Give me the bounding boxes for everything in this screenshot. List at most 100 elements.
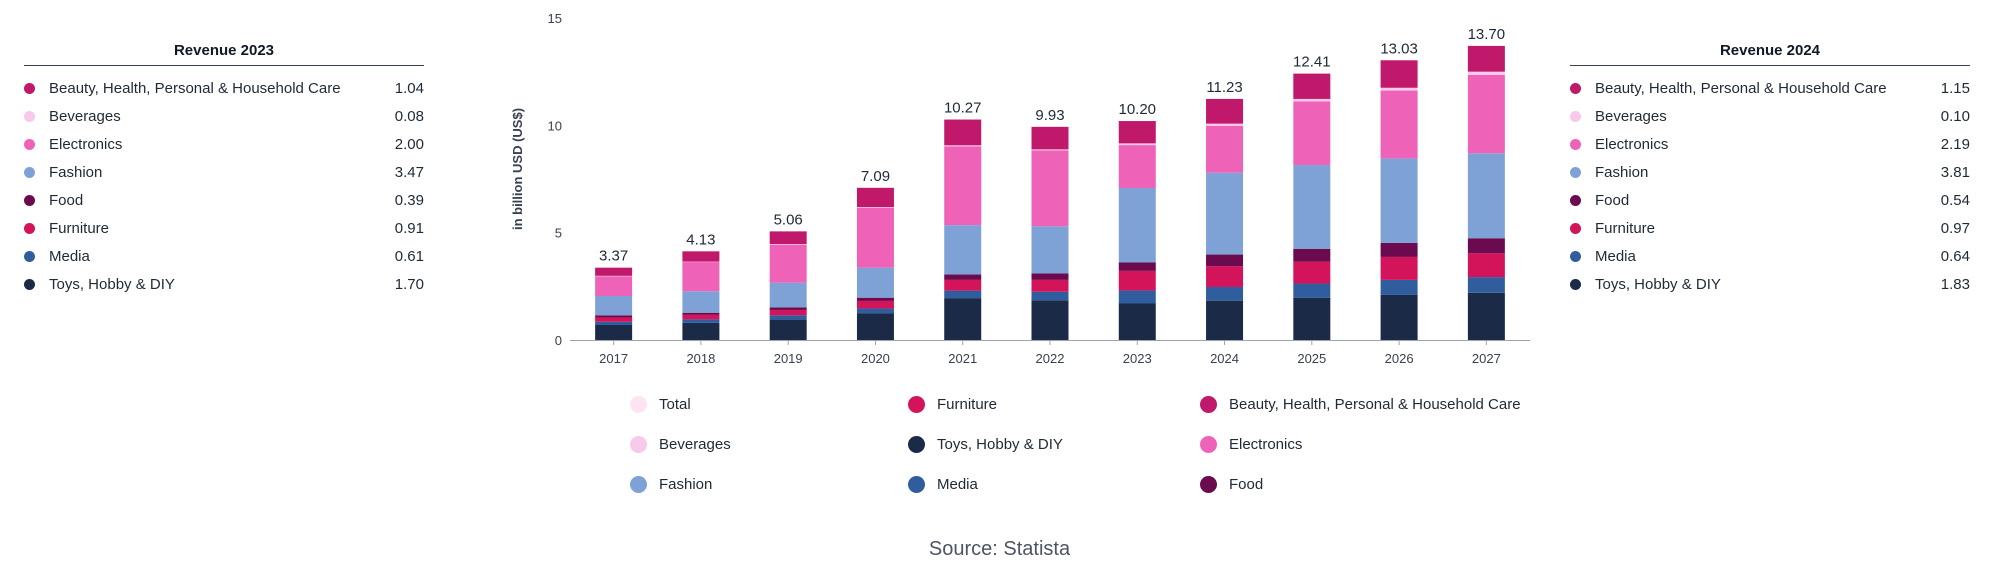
- table-row: Fashion 3.47: [24, 158, 424, 186]
- category-dot-icon: [1570, 278, 1581, 290]
- bar-segment: [856, 300, 894, 309]
- bar-segment: [1118, 262, 1156, 271]
- category-label: Toys, Hobby & DIY: [49, 275, 175, 293]
- category-label: Fashion: [49, 163, 103, 181]
- bar-segment: [595, 315, 633, 318]
- bar-segment: [769, 315, 807, 320]
- category-dot-icon: [1570, 250, 1581, 262]
- table-row: Food 0.39: [24, 186, 424, 214]
- bar-segment: [1031, 226, 1069, 274]
- bar-segment: [1206, 172, 1244, 255]
- legend-label: Food: [1229, 475, 1264, 493]
- bar-segment: [1293, 73, 1331, 99]
- revenue-2023-table: Revenue 2023 Beauty, Health, Personal & …: [24, 42, 424, 298]
- category-value: 0.64: [1940, 247, 1970, 265]
- category-value: 0.54: [1940, 191, 1970, 209]
- category-label: Beverages: [49, 107, 121, 125]
- legend-dot-icon: [630, 435, 647, 453]
- bar-segment: [944, 274, 982, 280]
- legend-item: Furniture: [908, 392, 1200, 416]
- category-label: Media: [49, 247, 90, 265]
- revenue-2024-rows: Beauty, Health, Personal & Household Car…: [1570, 74, 1970, 298]
- bar-segment: [1031, 126, 1069, 150]
- category-dot-icon: [1570, 138, 1581, 150]
- category-dot-icon: [1570, 194, 1581, 206]
- x-tick-label: 2019: [774, 351, 803, 366]
- bar-segment: [1380, 294, 1418, 340]
- bar-segment: [769, 319, 807, 340]
- revenue-2024-table: Revenue 2024 Beauty, Health, Personal & …: [1570, 42, 1970, 298]
- table-row: Furniture 0.91: [24, 214, 424, 242]
- x-tick-label: 2020: [861, 351, 890, 366]
- bar-segment: [944, 119, 982, 146]
- bar-segment: [1031, 279, 1069, 292]
- total-label: 12.41: [1293, 54, 1331, 71]
- legend-label: Beauty, Health, Personal & Household Car…: [1229, 395, 1521, 413]
- bar-segment: [1031, 149, 1069, 151]
- category-value: 1.83: [1940, 275, 1970, 293]
- bar-segment: [856, 308, 894, 314]
- bar-segment: [1206, 98, 1244, 124]
- category-dot-icon: [24, 222, 35, 234]
- category-label: Electronics: [49, 135, 123, 153]
- bar-segment: [1467, 153, 1505, 239]
- legend-label: Electronics: [1229, 435, 1303, 453]
- stacked-bar-chart: 0 5 10 15 in billion USD (US$) 3.37 2017 4.13 20…: [510, 11, 1530, 366]
- category-dot-icon: [1570, 82, 1581, 94]
- x-tick-label: 2022: [1036, 351, 1065, 366]
- table-row: Media 0.61: [24, 242, 424, 270]
- bar-segment: [856, 207, 894, 268]
- bar-segment: [1293, 261, 1331, 284]
- table-row: Beauty, Health, Personal & Household Car…: [1570, 74, 1970, 102]
- category-value: 2.19: [1940, 135, 1970, 153]
- revenue-2023-rows: Beauty, Health, Personal & Household Car…: [24, 74, 424, 298]
- bar-segment: [1206, 125, 1244, 173]
- table-row: Beverages 0.08: [24, 102, 424, 130]
- bar-segment: [595, 276, 633, 296]
- x-tick-label: 2018: [686, 351, 715, 366]
- category-value: 2.00: [394, 135, 424, 153]
- bar-segment: [1293, 283, 1331, 298]
- y-tick-label: 0: [555, 333, 562, 348]
- legend-item: Fashion: [630, 472, 908, 496]
- legend-dot-icon: [630, 395, 647, 413]
- category-label: Electronics: [1595, 135, 1669, 153]
- category-label: Beauty, Health, Personal & Household Car…: [49, 79, 341, 97]
- total-label: 10.20: [1118, 101, 1156, 118]
- bar-segment: [944, 146, 982, 226]
- category-label: Food: [1595, 191, 1630, 209]
- bar-segment: [856, 297, 894, 301]
- bar-segment: [1118, 290, 1156, 304]
- legend-item: Media: [908, 472, 1200, 496]
- category-dot-icon: [24, 82, 35, 94]
- category-value: 0.91: [394, 219, 424, 237]
- x-tick-label: 2026: [1385, 351, 1414, 366]
- legend-item: Toys, Hobby & DIY: [908, 432, 1200, 456]
- y-axis-label: in billion USD (US$): [510, 108, 525, 230]
- category-label: Furniture: [49, 219, 110, 237]
- y-tick-label: 10: [548, 118, 562, 133]
- category-dot-icon: [1570, 110, 1581, 122]
- legend-label: Total: [659, 395, 691, 413]
- category-label: Beverages: [1595, 107, 1667, 125]
- bar-segment: [944, 279, 982, 291]
- bar-segment: [1380, 87, 1418, 91]
- source-note: Source: Statista: [928, 538, 1071, 560]
- bar-segment: [1118, 143, 1156, 146]
- category-dot-icon: [24, 110, 35, 122]
- x-tick-label: 2021: [948, 351, 977, 366]
- bar-segment: [1118, 303, 1156, 340]
- bar-segment: [1380, 256, 1418, 280]
- category-dot-icon: [24, 194, 35, 206]
- table-row: Toys, Hobby & DIY 1.70: [24, 270, 424, 298]
- bar-segment: [682, 291, 720, 313]
- category-dot-icon: [24, 166, 35, 178]
- bar-segment: [595, 321, 633, 325]
- bar-segment: [1206, 266, 1244, 287]
- x-tick-label: 2024: [1210, 351, 1239, 366]
- bar-segment: [1293, 248, 1331, 262]
- legend-dot-icon: [630, 475, 647, 493]
- legend-label: Media: [937, 475, 978, 493]
- table-row: Beverages 0.10: [1570, 102, 1970, 130]
- bar-segment: [769, 244, 807, 245]
